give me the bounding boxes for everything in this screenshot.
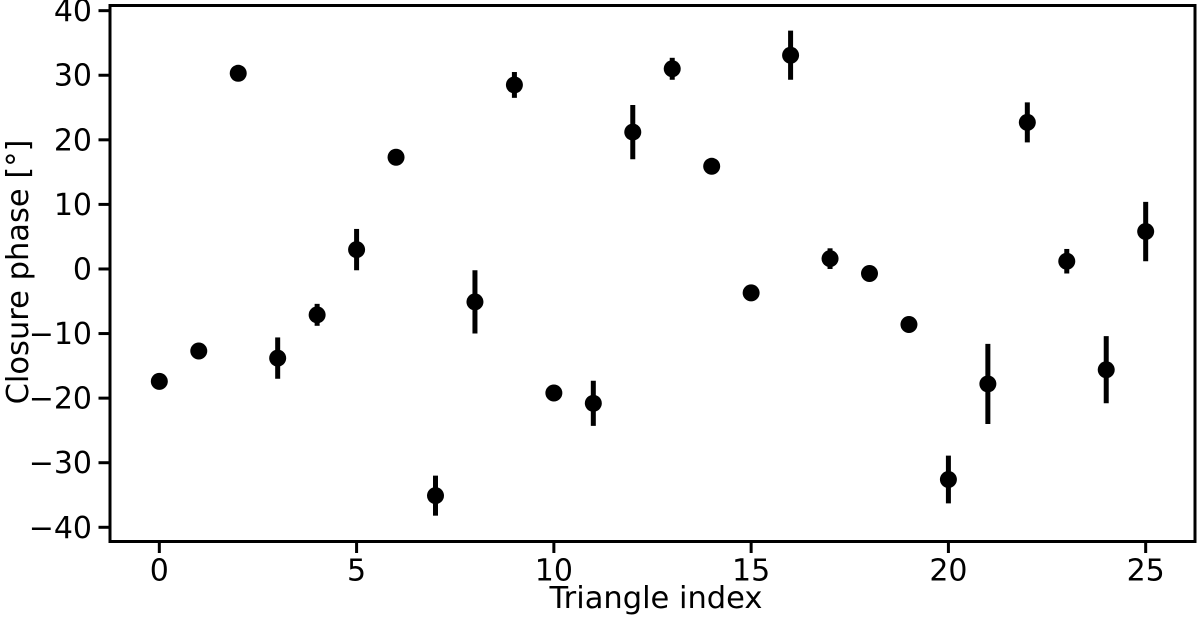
data-point	[742, 284, 760, 302]
y-tick-label: −20	[29, 382, 92, 417]
y-tick-label: −30	[29, 446, 92, 481]
data-point	[584, 394, 602, 412]
data-point	[190, 342, 208, 360]
data-point	[229, 64, 247, 82]
plot-border	[108, 4, 1197, 543]
data-point	[348, 241, 366, 259]
y-tick-label: 30	[54, 59, 92, 94]
y-tick-label: −10	[29, 317, 92, 352]
y-axis-label: Closure phase [°]	[1, 140, 36, 405]
data-point	[427, 487, 444, 505]
data-point	[545, 384, 563, 402]
x-tick-label: 5	[347, 554, 366, 589]
data-point	[703, 157, 721, 175]
data-point	[1018, 113, 1036, 131]
y-tick-label: −40	[29, 511, 92, 546]
data-point	[624, 123, 642, 141]
x-tick-label: 20	[929, 554, 967, 589]
data-point	[1058, 252, 1076, 270]
x-tick-label: 15	[732, 554, 770, 589]
data-point	[821, 250, 839, 268]
data-point	[308, 306, 326, 324]
data-point	[663, 60, 681, 78]
data-point	[1097, 361, 1115, 379]
data-point	[782, 46, 800, 64]
x-tick-label: 0	[150, 554, 169, 589]
x-axis-label: Triangle index	[549, 581, 763, 616]
x-tick-label: 10	[535, 554, 573, 589]
x-tick-label: 25	[1127, 554, 1165, 589]
data-point	[939, 471, 957, 489]
data-point	[269, 349, 287, 367]
data-point	[979, 375, 997, 393]
y-tick-label: 40	[54, 0, 92, 29]
data-point	[861, 265, 878, 282]
data-point	[150, 372, 168, 390]
y-tick-label: 20	[54, 123, 92, 158]
y-tick-label: 0	[73, 252, 92, 287]
data-point	[900, 316, 918, 334]
data-point	[505, 76, 523, 94]
data-point	[387, 148, 405, 166]
data-point	[1137, 223, 1155, 241]
y-tick-label: 10	[54, 188, 92, 223]
data-point	[466, 293, 484, 311]
